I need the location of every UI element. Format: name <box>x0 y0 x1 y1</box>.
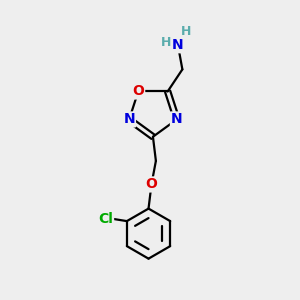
Text: N: N <box>171 112 183 127</box>
Text: N: N <box>123 112 135 127</box>
Text: H: H <box>160 36 171 49</box>
Text: N: N <box>172 38 184 52</box>
Text: H: H <box>181 26 191 38</box>
Text: O: O <box>132 85 144 98</box>
Text: O: O <box>146 177 158 191</box>
Text: Cl: Cl <box>98 212 113 226</box>
